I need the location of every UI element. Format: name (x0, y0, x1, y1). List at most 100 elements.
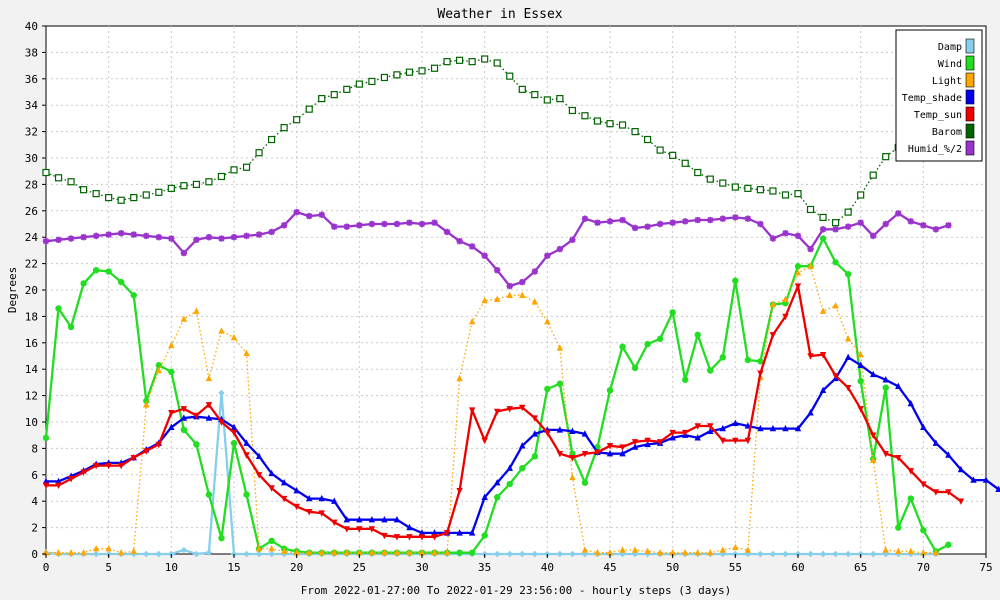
data-point-humid-2 (769, 235, 777, 242)
data-point-wind (143, 397, 150, 405)
data-point-light (318, 548, 325, 556)
data-point-wind (619, 343, 626, 350)
data-point-temp-shade (42, 477, 50, 485)
data-point-barom (844, 208, 852, 216)
y-tick-label: 32 (25, 126, 38, 139)
data-point-humid-2 (42, 237, 50, 245)
data-point-temp-sun (155, 441, 162, 449)
data-point-damp (844, 550, 852, 558)
data-point-light (431, 548, 438, 556)
data-point-light (870, 456, 877, 463)
data-point-temp-sun (168, 410, 175, 417)
y-tick-label: 24 (25, 231, 39, 244)
data-point-barom (430, 64, 439, 72)
series-humid-2 (42, 208, 952, 290)
data-point-barom (631, 128, 639, 136)
data-point-light (255, 545, 263, 552)
data-point-humid-2 (581, 215, 589, 222)
data-point-barom (481, 55, 489, 63)
data-point-wind (644, 340, 651, 348)
data-point-temp-shade (807, 409, 814, 416)
data-point-temp-sun (656, 439, 664, 446)
legend-label: Temp_sun (914, 110, 962, 121)
data-point-temp-shade (932, 439, 940, 446)
x-tick-label: 30 (415, 561, 428, 574)
data-point-temp-shade (907, 399, 914, 407)
legend-swatch (965, 106, 975, 122)
data-point-humid-2 (719, 215, 726, 222)
data-point-humid-2 (945, 222, 952, 229)
data-point-wind (42, 434, 50, 442)
data-point-humid-2 (268, 228, 275, 236)
data-point-temp-shade (694, 434, 701, 441)
data-point-humid-2 (594, 219, 601, 226)
data-point-light (619, 546, 626, 553)
data-point-temp-shade (406, 523, 413, 531)
data-point-light (381, 548, 388, 556)
data-point-wind (456, 549, 463, 556)
data-point-humid-2 (895, 210, 902, 217)
y-tick-label: 18 (25, 310, 38, 323)
data-point-temp-sun (280, 495, 288, 503)
data-point-humid-2 (180, 249, 188, 257)
data-point-humid-2 (193, 236, 200, 244)
data-point-light (719, 546, 726, 553)
data-point-temp-shade (857, 361, 864, 368)
data-point-light (807, 262, 814, 269)
series-line-barom (45, 58, 912, 224)
data-point-temp-shade (606, 449, 614, 457)
data-point-temp-shade (168, 423, 175, 430)
data-point-temp-shade (318, 494, 325, 502)
data-point-temp-sun (218, 419, 225, 426)
data-point-humid-2 (55, 236, 62, 244)
data-point-barom (593, 117, 602, 125)
data-point-light (218, 327, 225, 334)
data-point-barom (794, 190, 802, 198)
data-point-humid-2 (782, 230, 789, 237)
data-point-barom (857, 191, 865, 199)
data-point-light (920, 548, 927, 556)
data-point-temp-sun (331, 519, 338, 527)
data-point-light (443, 548, 451, 556)
data-point-humid-2 (343, 223, 350, 230)
data-point-barom (318, 94, 326, 103)
data-point-temp-sun (606, 443, 614, 450)
chart-title: Weather in Essex (437, 7, 562, 22)
data-point-barom (355, 80, 363, 88)
legend-swatch (965, 123, 975, 139)
data-point-barom (756, 186, 765, 194)
data-point-damp (92, 550, 100, 558)
data-point-humid-2 (844, 223, 852, 230)
data-point-light (393, 548, 401, 556)
data-point-temp-sun (769, 332, 777, 339)
data-point-wind (230, 439, 238, 447)
data-point-light (331, 548, 338, 556)
data-point-barom (869, 171, 877, 179)
data-point-barom (393, 71, 401, 79)
data-point-temp-shade (368, 515, 376, 523)
data-point-barom (456, 56, 464, 64)
data-point-temp-shade (431, 529, 438, 536)
data-point-light (418, 548, 426, 556)
y-tick-label: 6 (31, 469, 38, 482)
data-point-barom (54, 174, 63, 182)
data-point-damp (155, 550, 162, 558)
y-tick-label: 4 (31, 495, 38, 508)
data-point-temp-shade (343, 515, 350, 523)
data-point-humid-2 (468, 243, 476, 250)
data-point-damp (255, 550, 263, 558)
data-point-light (481, 296, 488, 304)
data-point-temp-shade (882, 376, 889, 383)
series-temp-sun (42, 283, 965, 541)
data-point-barom (731, 183, 739, 191)
data-point-humid-2 (168, 235, 175, 242)
y-tick-label: 8 (31, 442, 38, 455)
data-point-wind (556, 380, 564, 387)
data-point-light (118, 548, 125, 556)
data-point-barom (719, 179, 727, 187)
y-tick-label: 20 (25, 284, 38, 297)
y-tick-label: 34 (25, 99, 39, 112)
data-point-light (180, 315, 188, 322)
data-point-wind (130, 292, 137, 299)
data-point-temp-shade (569, 427, 576, 434)
